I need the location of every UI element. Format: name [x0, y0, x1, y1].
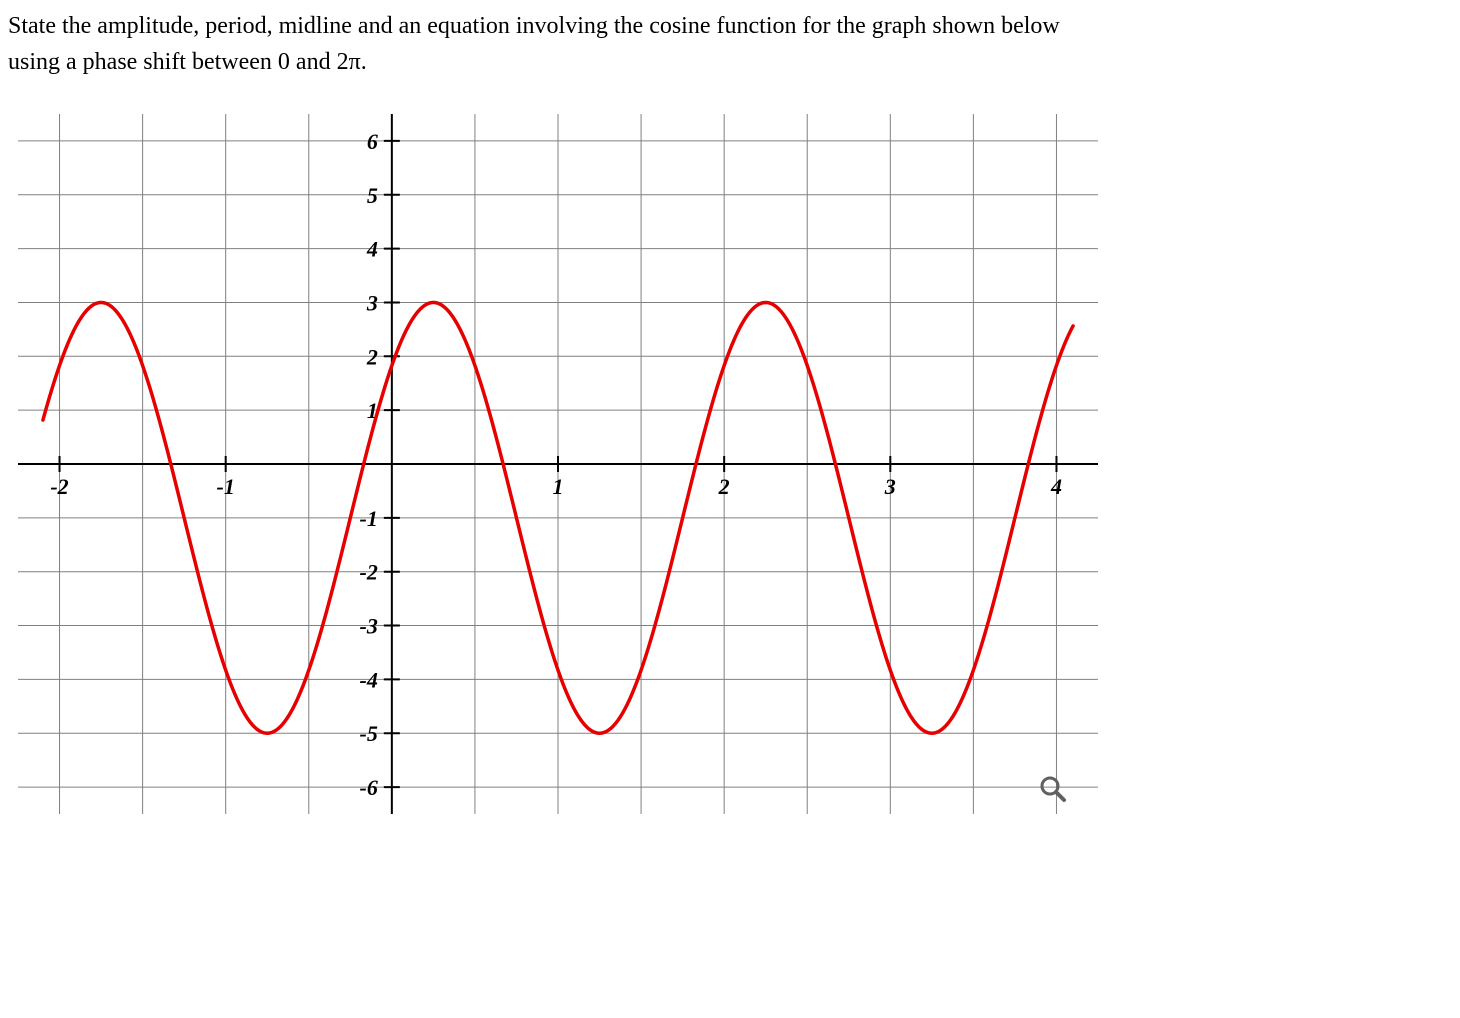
- svg-text:-2: -2: [50, 474, 68, 499]
- magnify-icon: [1038, 774, 1068, 804]
- svg-text:-3: -3: [360, 614, 378, 639]
- svg-text:3: 3: [366, 290, 378, 315]
- zoom-icon-wrap[interactable]: [1038, 774, 1068, 804]
- svg-text:5: 5: [367, 183, 378, 208]
- svg-text:4: 4: [1050, 474, 1062, 499]
- svg-text:-4: -4: [360, 667, 378, 692]
- svg-text:-5: -5: [360, 721, 378, 746]
- svg-text:-1: -1: [360, 506, 378, 531]
- graph-svg: -2-11234-6-5-4-3-2-1123456: [8, 104, 1108, 824]
- svg-text:2: 2: [718, 474, 730, 499]
- svg-text:-6: -6: [360, 775, 378, 800]
- svg-text:3: 3: [884, 474, 896, 499]
- svg-text:1: 1: [553, 474, 564, 499]
- prompt-line-2: using a phase shift between 0 and 2π.: [8, 49, 367, 75]
- svg-text:4: 4: [366, 237, 378, 262]
- svg-text:-2: -2: [360, 560, 378, 585]
- prompt-line-1: State the amplitude, period, midline and…: [8, 13, 1060, 39]
- svg-text:-1: -1: [217, 474, 235, 499]
- cosine-graph: -2-11234-6-5-4-3-2-1123456: [8, 104, 1108, 824]
- svg-text:6: 6: [367, 129, 378, 154]
- svg-text:2: 2: [366, 344, 378, 369]
- problem-prompt: State the amplitude, period, midline and…: [8, 8, 1452, 80]
